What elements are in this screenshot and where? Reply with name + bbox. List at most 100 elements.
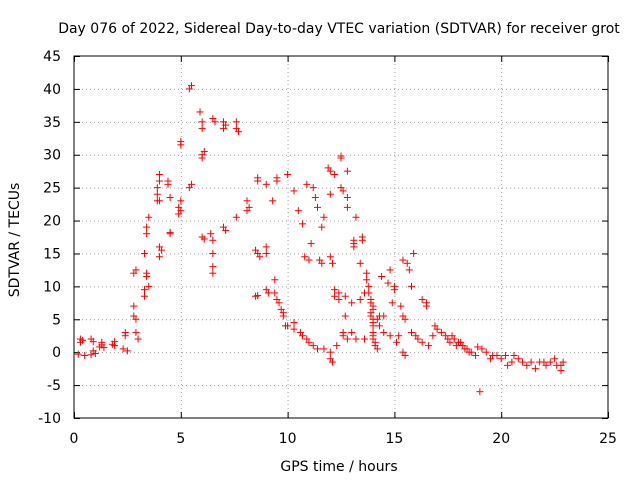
data-point bbox=[333, 342, 341, 350]
data-point bbox=[243, 207, 251, 215]
data-point bbox=[121, 328, 129, 336]
data-point bbox=[328, 358, 336, 366]
data-point bbox=[476, 388, 484, 396]
data-point bbox=[155, 177, 163, 185]
data-point bbox=[290, 187, 298, 195]
data-point bbox=[358, 233, 366, 241]
data-point bbox=[474, 343, 482, 351]
data-point bbox=[284, 170, 292, 178]
data-point bbox=[557, 367, 565, 375]
data-point bbox=[198, 124, 206, 132]
data-point bbox=[207, 230, 215, 238]
data-point bbox=[209, 236, 217, 244]
data-point bbox=[140, 249, 148, 257]
y-tick-label: 35 bbox=[43, 115, 61, 131]
x-tick-label: 25 bbox=[599, 431, 617, 447]
y-tick-label: -10 bbox=[38, 411, 61, 427]
y-tick-label: 0 bbox=[52, 345, 61, 361]
data-point bbox=[79, 336, 87, 344]
data-point bbox=[422, 302, 430, 310]
data-point bbox=[311, 194, 319, 202]
data-point bbox=[343, 203, 351, 211]
data-point bbox=[200, 147, 208, 155]
data-point bbox=[331, 170, 339, 178]
axis-ticks: -10 -5 0 5 10 15 20 25 30 35 40 45 0 5 10 15 20 25 bbox=[38, 49, 617, 447]
data-point bbox=[200, 235, 208, 243]
data-point bbox=[378, 272, 386, 280]
data-point bbox=[365, 282, 373, 290]
data-point bbox=[450, 335, 458, 343]
data-point bbox=[343, 335, 351, 343]
data-point bbox=[369, 305, 377, 313]
data-point bbox=[414, 335, 422, 343]
data-point bbox=[279, 312, 287, 320]
data-point bbox=[478, 345, 486, 353]
y-tick-label: 40 bbox=[43, 82, 61, 98]
data-point bbox=[343, 194, 351, 202]
data-point bbox=[158, 246, 166, 254]
data-point bbox=[74, 350, 82, 358]
data-point bbox=[356, 296, 364, 304]
data-point bbox=[132, 328, 140, 336]
data-point bbox=[527, 358, 535, 366]
data-point bbox=[262, 180, 270, 188]
data-point bbox=[198, 118, 206, 126]
data-point bbox=[331, 292, 339, 300]
data-point bbox=[407, 328, 415, 336]
data-point bbox=[356, 259, 364, 267]
data-point bbox=[365, 289, 373, 297]
data-point bbox=[273, 174, 281, 182]
y-tick-label: 25 bbox=[43, 181, 61, 197]
data-point bbox=[177, 197, 185, 205]
data-point bbox=[386, 332, 394, 340]
data-point bbox=[401, 351, 409, 359]
data-point bbox=[375, 322, 383, 330]
data-point bbox=[187, 180, 195, 188]
data-point bbox=[166, 228, 174, 236]
data-point bbox=[123, 347, 131, 355]
data-point bbox=[348, 328, 356, 336]
data-point bbox=[303, 180, 311, 188]
data-point bbox=[222, 121, 230, 129]
data-point bbox=[143, 230, 151, 238]
x-axis-title: GPS time / hours bbox=[280, 459, 397, 475]
data-point bbox=[380, 312, 388, 320]
data-point bbox=[410, 249, 418, 257]
data-point bbox=[393, 338, 401, 346]
data-point bbox=[519, 358, 527, 366]
data-point bbox=[399, 256, 407, 264]
data-point bbox=[254, 292, 262, 300]
data-point bbox=[348, 299, 356, 307]
x-tick-label: 15 bbox=[385, 431, 403, 447]
data-point bbox=[132, 315, 140, 323]
data-point bbox=[222, 226, 230, 234]
data-point bbox=[352, 335, 360, 343]
data-point bbox=[318, 223, 326, 231]
data-point bbox=[243, 197, 251, 205]
data-point bbox=[508, 358, 516, 366]
data-point bbox=[497, 355, 505, 363]
data-point bbox=[326, 190, 334, 198]
data-point bbox=[307, 240, 315, 248]
data-point bbox=[331, 286, 339, 294]
data-point bbox=[531, 365, 539, 373]
data-point bbox=[514, 355, 522, 363]
data-point bbox=[111, 342, 119, 350]
data-point bbox=[130, 302, 138, 310]
data-point bbox=[271, 289, 279, 297]
data-point bbox=[472, 351, 480, 359]
data-point bbox=[89, 338, 97, 346]
data-point bbox=[343, 167, 351, 175]
data-point bbox=[209, 269, 217, 277]
data-point bbox=[335, 289, 343, 297]
data-point bbox=[119, 345, 127, 353]
data-point bbox=[284, 322, 292, 330]
data-point bbox=[510, 351, 518, 359]
data-point bbox=[155, 197, 163, 205]
data-point bbox=[264, 289, 272, 297]
x-tick-label: 10 bbox=[279, 431, 297, 447]
x-tick-label: 0 bbox=[70, 431, 79, 447]
data-point bbox=[523, 361, 531, 369]
data-point bbox=[143, 269, 151, 277]
